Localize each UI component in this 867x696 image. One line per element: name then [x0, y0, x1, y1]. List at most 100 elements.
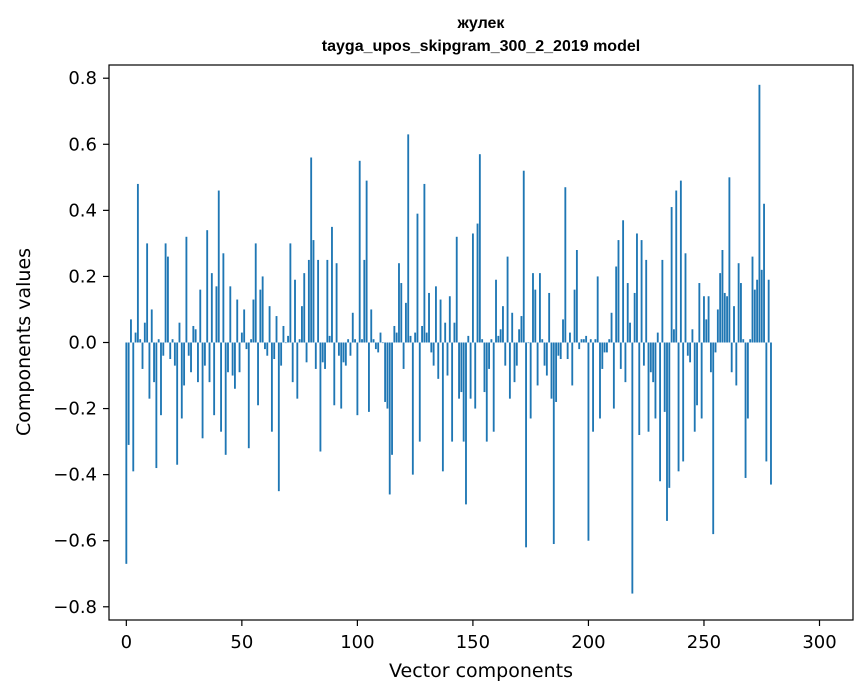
- x-tick-label: 200: [571, 632, 605, 653]
- bar-83: [317, 259, 320, 343]
- bar-158: [490, 339, 493, 343]
- bar-250: [703, 296, 705, 343]
- bar-257: [719, 273, 722, 343]
- bar-6: [139, 339, 142, 343]
- bar-234: [666, 342, 668, 521]
- bar-70: [287, 335, 289, 343]
- bar-93: [340, 342, 343, 409]
- bar-162: [499, 329, 502, 343]
- bar-34: [203, 342, 206, 366]
- bar-201: [589, 339, 592, 343]
- bar-211: [612, 342, 615, 409]
- bar-167: [511, 312, 514, 343]
- bar-237: [673, 329, 675, 343]
- bar-161: [497, 335, 500, 343]
- bar-260: [726, 296, 728, 343]
- bar-276: [763, 203, 765, 343]
- chart-title-model: tayga_upos_skipgram_300_2_2019 model: [322, 38, 640, 55]
- bar-224: [642, 342, 645, 366]
- bar-134: [435, 286, 437, 343]
- bar-17: [164, 243, 167, 343]
- bar-29: [192, 325, 195, 343]
- bar-56: [254, 243, 257, 343]
- bar-47: [234, 342, 236, 389]
- bar-141: [451, 342, 454, 442]
- bar-218: [629, 322, 631, 343]
- x-tick-label: 50: [230, 632, 253, 653]
- bar-176: [532, 273, 534, 343]
- bar-127: [418, 342, 421, 442]
- bar-146: [462, 342, 465, 442]
- bar-35: [206, 230, 209, 343]
- bar-253: [709, 342, 712, 373]
- bar-249: [700, 342, 703, 419]
- bar-19: [169, 342, 172, 360]
- bar-117: [395, 332, 398, 343]
- bar-92: [337, 342, 340, 356]
- x-tick-label: 150: [456, 632, 490, 653]
- bar-86: [324, 342, 326, 369]
- bar-151: [474, 342, 477, 409]
- bar-140: [448, 296, 451, 343]
- bar-232: [661, 259, 664, 343]
- bar-18: [167, 256, 169, 343]
- bar-123: [409, 335, 412, 343]
- bar-136: [439, 299, 442, 343]
- bar-130: [425, 332, 428, 343]
- bar-82: [314, 342, 317, 369]
- bar-172: [522, 170, 525, 343]
- bar-45: [229, 286, 232, 343]
- bar-274: [758, 84, 761, 343]
- bar-262: [730, 342, 733, 373]
- bar-143: [455, 236, 458, 343]
- bar-184: [550, 342, 553, 399]
- bar-256: [716, 309, 719, 343]
- bar-273: [756, 279, 759, 343]
- bar-214: [619, 342, 622, 369]
- bar-159: [492, 342, 495, 432]
- bar-62: [268, 306, 271, 343]
- bar-54: [250, 339, 253, 343]
- bar-178: [536, 342, 539, 386]
- x-tick-label: 0: [121, 632, 132, 653]
- bar-132: [430, 342, 433, 353]
- y-axis-ticks: 0.8 0.6 0.4 0.2 0.0 −0.2 −0.4 −0.6 −0.8: [53, 68, 109, 618]
- bar-277: [765, 342, 768, 462]
- bar-48: [236, 299, 239, 343]
- bar-13: [155, 342, 158, 469]
- bar-129: [423, 183, 426, 343]
- bar-278: [767, 279, 770, 343]
- bar-8: [143, 322, 146, 343]
- bar-124: [411, 342, 414, 475]
- bar-96: [347, 339, 350, 343]
- bar-120: [402, 342, 405, 369]
- bar-71: [289, 243, 292, 343]
- bar-171: [520, 316, 523, 343]
- bar-21: [173, 342, 176, 366]
- bar-235: [668, 342, 671, 488]
- bar-245: [691, 329, 694, 343]
- bar-9: [146, 243, 149, 343]
- bar-152: [476, 223, 479, 343]
- bar-63: [270, 342, 273, 432]
- bar-185: [552, 342, 555, 545]
- bar-195: [575, 250, 578, 343]
- bar-264: [735, 342, 738, 386]
- bar-204: [596, 276, 599, 343]
- bar-101: [358, 160, 361, 343]
- bar-105: [368, 342, 370, 412]
- bar-89: [331, 226, 333, 343]
- bar-12: [153, 342, 155, 383]
- bar-181: [543, 342, 546, 366]
- bar-55: [252, 299, 255, 343]
- bar-226: [647, 342, 650, 432]
- bar-91: [335, 263, 338, 343]
- bar-104: [365, 180, 368, 343]
- bar-265: [737, 263, 740, 343]
- bar-46: [231, 342, 234, 376]
- bar-258: [721, 250, 724, 343]
- bar-87: [326, 259, 329, 343]
- bar-11: [150, 309, 153, 343]
- bar-228: [652, 342, 655, 383]
- bar-126: [416, 213, 419, 343]
